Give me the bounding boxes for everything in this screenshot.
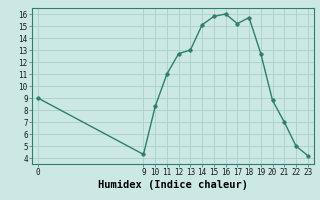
X-axis label: Humidex (Indice chaleur): Humidex (Indice chaleur)	[98, 180, 248, 190]
